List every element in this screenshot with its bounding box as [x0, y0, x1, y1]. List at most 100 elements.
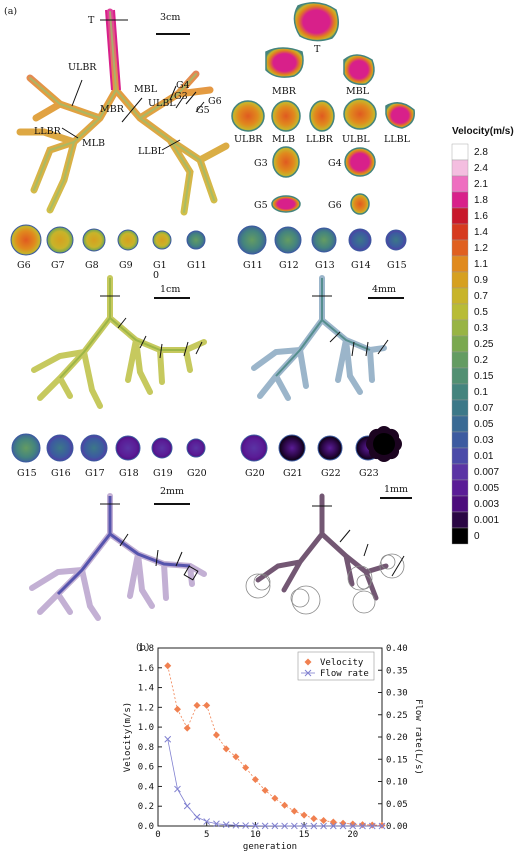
colorbar-tick-label: 1.2 — [474, 243, 488, 254]
cross-section-label: G9 — [119, 260, 133, 271]
svg-text:MBL: MBL — [346, 86, 370, 97]
mid-right-cut-lines — [312, 295, 389, 357]
label-ulbr: ULBR — [68, 62, 97, 73]
cross-section — [186, 230, 206, 250]
velocity-point — [290, 807, 298, 815]
cross-section — [278, 434, 306, 462]
cross-section — [46, 434, 74, 462]
section-llbr — [309, 100, 335, 132]
colorbar-cell — [451, 415, 469, 433]
colorbar-tick-label: 0.5 — [474, 307, 488, 318]
flow-rate-point — [261, 822, 269, 830]
colorbar-cell — [451, 191, 469, 209]
flow-rate-point — [378, 822, 386, 830]
y-tick-label: 0.2 — [138, 802, 154, 812]
y2-tick-label: 0.30 — [386, 689, 408, 699]
velocity-point — [183, 724, 191, 732]
cross-section-label: G14 — [351, 260, 371, 271]
colorbar-tick-label: 0 — [474, 531, 480, 542]
velocity-point — [232, 753, 240, 761]
lung-tree-mid-right — [251, 275, 387, 401]
flow-rate-point — [290, 822, 298, 830]
colorbar-tick-label: 0.15 — [474, 371, 494, 382]
svg-text:G4: G4 — [328, 158, 342, 169]
cross-section-label: G17 — [85, 468, 105, 479]
section-mbl — [343, 54, 375, 86]
colorbar-tick-label: 0.003 — [474, 499, 499, 510]
colorbar-cell — [451, 335, 469, 353]
svg-text:2mm: 2mm — [160, 486, 184, 497]
velocity-point — [203, 701, 211, 709]
svg-text:T: T — [314, 44, 321, 55]
colorbar-cell — [451, 399, 469, 417]
mid-left-cut-lines — [100, 295, 203, 359]
label-mlb: MLB — [82, 138, 105, 149]
legend-entry-label: Flow rate — [320, 669, 369, 679]
colorbar-cell — [451, 239, 469, 257]
scalebar-3cm: 3cm — [156, 12, 190, 35]
svg-text:ULBR: ULBR — [234, 134, 263, 145]
label-g3: G3 — [174, 91, 188, 102]
svg-text:MBR: MBR — [272, 86, 297, 97]
svg-text:LLBL: LLBL — [384, 134, 411, 145]
colorbar-cell — [451, 527, 469, 545]
colorbar-tick-label: 0.01 — [474, 451, 494, 462]
colorbar-cell — [451, 319, 469, 337]
label-ulbl: ULBL — [148, 98, 176, 109]
section-g5 — [271, 195, 301, 213]
velocity-point — [300, 811, 308, 819]
cross-section — [151, 437, 173, 459]
cross-section — [240, 434, 268, 462]
lung-tree-mid-left — [31, 275, 207, 409]
section-llbl — [385, 102, 415, 129]
colorbar-cell — [451, 223, 469, 241]
label-llbl: LLBL — [138, 146, 165, 157]
svg-text:G6: G6 — [328, 200, 342, 211]
sections-row-g20-g23: G20 G21 G22 G23 — [240, 426, 402, 479]
section-g3 — [272, 146, 300, 178]
label-g6: G6 — [208, 96, 222, 107]
cross-section — [80, 434, 108, 462]
flow-rate-point — [359, 822, 366, 830]
section-ulbl — [343, 98, 377, 130]
cross-section-label: G21 — [283, 468, 303, 479]
alveolus-section-core — [373, 433, 395, 455]
bottom-left-cut-lines — [100, 503, 199, 581]
velocity-point — [193, 701, 201, 709]
x-tick-label: 5 — [204, 830, 209, 840]
flow-rate-point — [320, 822, 327, 830]
lung-tree-large — [16, 8, 230, 216]
colorbar-cell — [451, 463, 469, 481]
velocity-point — [261, 786, 269, 794]
y-axis-label: Velocity(m/s) — [123, 702, 133, 772]
lung-tree-bottom-left — [29, 493, 207, 621]
y-tick-label: 1.8 — [138, 644, 154, 654]
y2-axis-label: Flow rate(L/s) — [413, 699, 423, 775]
cross-section-label: G11 — [187, 260, 207, 271]
velocity-point — [329, 818, 337, 826]
y2-tick-label: 0.10 — [386, 778, 408, 788]
colorbar-tick-label: 0.05 — [474, 419, 494, 430]
cross-section — [152, 230, 172, 250]
y-tick-label: 1.2 — [138, 703, 154, 713]
velocity-point — [173, 705, 181, 713]
colorbar-cell — [451, 495, 469, 513]
cross-section-label: G6 — [17, 260, 31, 271]
colorbar-title: Velocity(m/s) — [452, 126, 514, 137]
y-tick-label: 0.8 — [138, 743, 154, 753]
colorbar-tick-label: 0.7 — [474, 291, 488, 302]
y2-tick-label: 0.40 — [386, 644, 408, 654]
flow-rate-point — [349, 822, 357, 830]
cross-section — [82, 228, 106, 252]
colorbar-tick-label: 2.8 — [474, 147, 488, 158]
svg-text:LLBR: LLBR — [306, 134, 334, 145]
flow-rate-point — [183, 802, 191, 810]
cross-section — [11, 433, 41, 463]
y-tick-label: 1.0 — [138, 723, 154, 733]
colorbar-tick-label: 0.9 — [474, 275, 488, 286]
colorbar-tick-label: 1.4 — [474, 227, 488, 238]
velocity-point — [281, 801, 289, 809]
scalebar-1cm: 1cm — [154, 284, 190, 299]
velocity-point — [368, 821, 376, 829]
